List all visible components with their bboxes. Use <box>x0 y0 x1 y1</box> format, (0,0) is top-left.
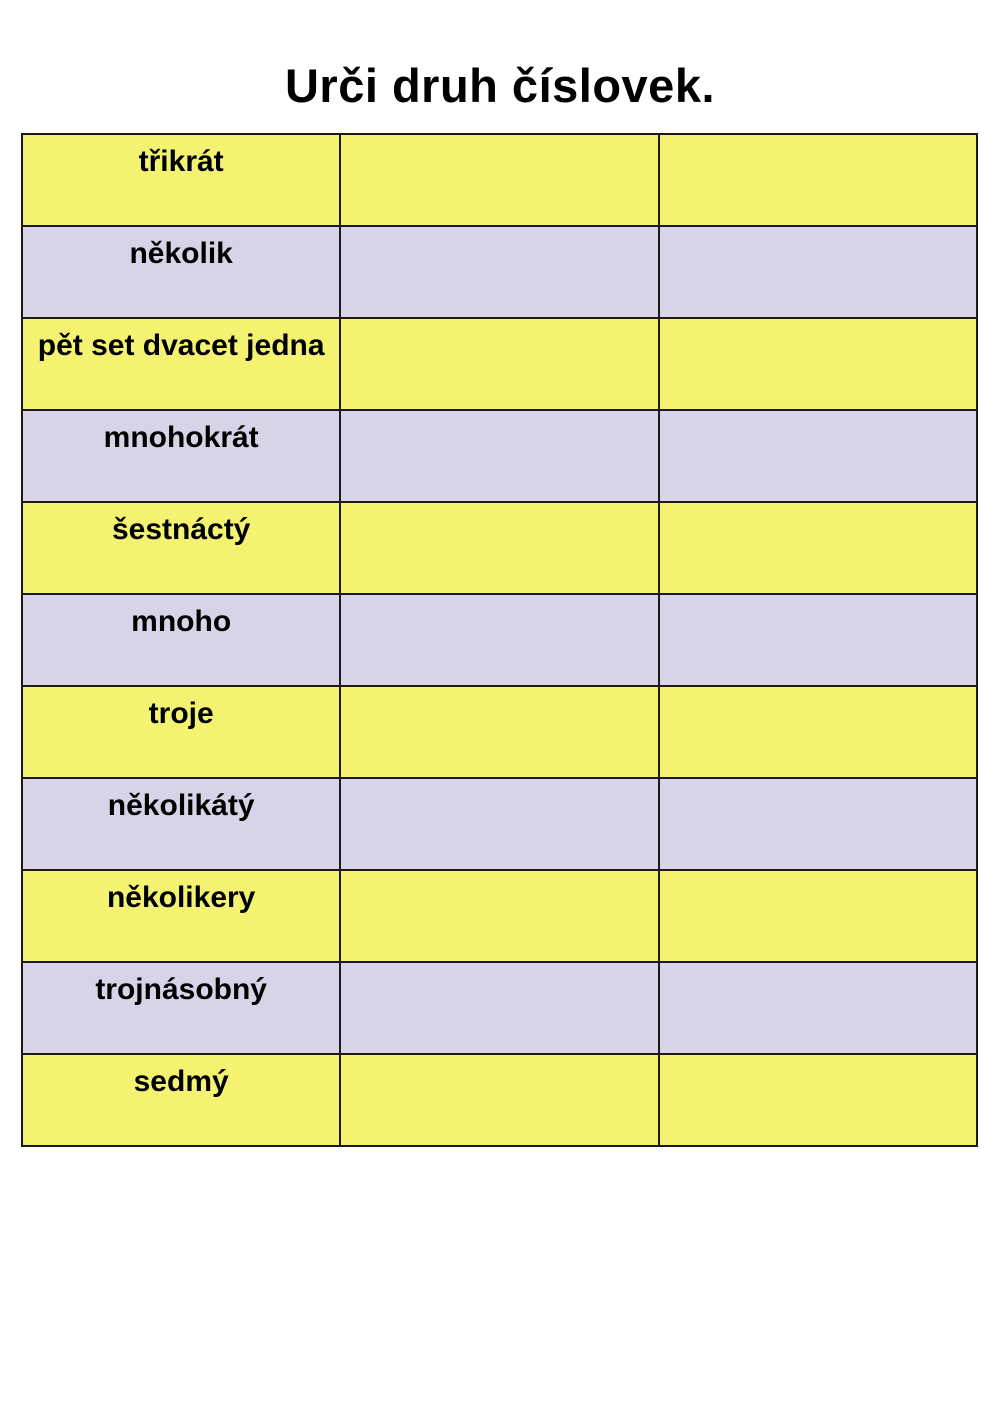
answer-cell-right[interactable] <box>660 135 976 225</box>
numeral-word-cell: několik <box>23 227 342 317</box>
table-row: trojnásobný <box>23 963 976 1055</box>
table-row: několikery <box>23 871 976 963</box>
answer-cell-middle[interactable] <box>341 871 660 961</box>
answer-cell-right[interactable] <box>660 1055 976 1145</box>
table-row: mnoho <box>23 595 976 687</box>
answer-cell-right[interactable] <box>660 227 976 317</box>
table-row: třikrát <box>23 135 976 227</box>
table-row: sedmý <box>23 1055 976 1145</box>
answer-cell-middle[interactable] <box>341 411 660 501</box>
numerals-table: třikrát několik pět set dvacet jedna mno… <box>21 133 978 1147</box>
table-row: mnohokrát <box>23 411 976 503</box>
answer-cell-middle[interactable] <box>341 687 660 777</box>
numeral-word-cell: trojnásobný <box>23 963 342 1053</box>
numeral-word-cell: sedmý <box>23 1055 342 1145</box>
answer-cell-right[interactable] <box>660 595 976 685</box>
numeral-word-cell: mnohokrát <box>23 411 342 501</box>
numeral-word-cell: několikátý <box>23 779 342 869</box>
answer-cell-middle[interactable] <box>341 595 660 685</box>
answer-cell-middle[interactable] <box>341 319 660 409</box>
numeral-word-cell: troje <box>23 687 342 777</box>
table-row: pět set dvacet jedna <box>23 319 976 411</box>
answer-cell-middle[interactable] <box>341 963 660 1053</box>
answer-cell-right[interactable] <box>660 779 976 869</box>
table-row: několik <box>23 227 976 319</box>
table-row: šestnáctý <box>23 503 976 595</box>
answer-cell-middle[interactable] <box>341 1055 660 1145</box>
answer-cell-right[interactable] <box>660 963 976 1053</box>
answer-cell-right[interactable] <box>660 687 976 777</box>
answer-cell-middle[interactable] <box>341 503 660 593</box>
numeral-word-cell: třikrát <box>23 135 342 225</box>
numeral-word-cell: pět set dvacet jedna <box>23 319 342 409</box>
table-row: troje <box>23 687 976 779</box>
answer-cell-right[interactable] <box>660 411 976 501</box>
answer-cell-middle[interactable] <box>341 779 660 869</box>
numeral-word-cell: několikery <box>23 871 342 961</box>
answer-cell-middle[interactable] <box>341 135 660 225</box>
answer-cell-right[interactable] <box>660 503 976 593</box>
answer-cell-middle[interactable] <box>341 227 660 317</box>
numeral-word-cell: šestnáctý <box>23 503 342 593</box>
numeral-word-cell: mnoho <box>23 595 342 685</box>
table-row: několikátý <box>23 779 976 871</box>
answer-cell-right[interactable] <box>660 319 976 409</box>
page-title: Urči druh číslovek. <box>284 59 716 112</box>
answer-cell-right[interactable] <box>660 871 976 961</box>
